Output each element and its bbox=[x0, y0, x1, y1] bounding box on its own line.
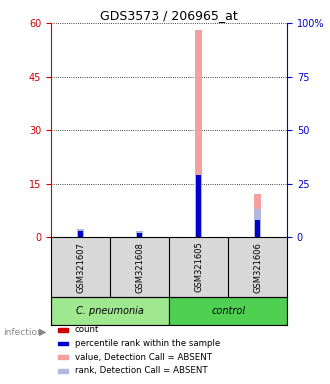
Bar bbox=[196, 175, 201, 237]
Text: GSM321606: GSM321606 bbox=[253, 242, 262, 293]
Title: GDS3573 / 206965_at: GDS3573 / 206965_at bbox=[100, 9, 238, 22]
Bar bbox=[58, 341, 68, 345]
Bar bbox=[195, 30, 202, 237]
Bar bbox=[77, 232, 84, 237]
Bar bbox=[195, 231, 202, 237]
Text: GSM321608: GSM321608 bbox=[135, 242, 144, 293]
Text: value, Detection Call = ABSENT: value, Detection Call = ABSENT bbox=[75, 353, 212, 362]
Text: GSM321607: GSM321607 bbox=[76, 242, 85, 293]
Bar bbox=[255, 220, 260, 237]
Bar bbox=[51, 297, 169, 325]
Text: control: control bbox=[211, 306, 245, 316]
Bar bbox=[78, 235, 83, 237]
Text: ▶: ▶ bbox=[39, 327, 47, 337]
Bar bbox=[137, 233, 142, 237]
Bar bbox=[58, 328, 68, 332]
Text: rank, Detection Call = ABSENT: rank, Detection Call = ABSENT bbox=[75, 366, 207, 375]
Text: percentile rank within the sample: percentile rank within the sample bbox=[75, 339, 220, 348]
Bar bbox=[196, 235, 201, 237]
Bar bbox=[58, 355, 68, 359]
Bar bbox=[136, 234, 143, 237]
Text: GSM321605: GSM321605 bbox=[194, 242, 203, 293]
Bar bbox=[58, 369, 68, 373]
Bar bbox=[137, 235, 142, 237]
Bar bbox=[169, 297, 287, 325]
Bar bbox=[255, 235, 260, 237]
Bar bbox=[78, 231, 83, 237]
Bar bbox=[254, 194, 261, 237]
Text: C. pneumonia: C. pneumonia bbox=[76, 306, 144, 316]
Text: infection: infection bbox=[3, 328, 43, 337]
Bar bbox=[136, 231, 143, 237]
Bar bbox=[77, 229, 84, 237]
Text: count: count bbox=[75, 325, 99, 334]
Bar bbox=[254, 209, 261, 237]
